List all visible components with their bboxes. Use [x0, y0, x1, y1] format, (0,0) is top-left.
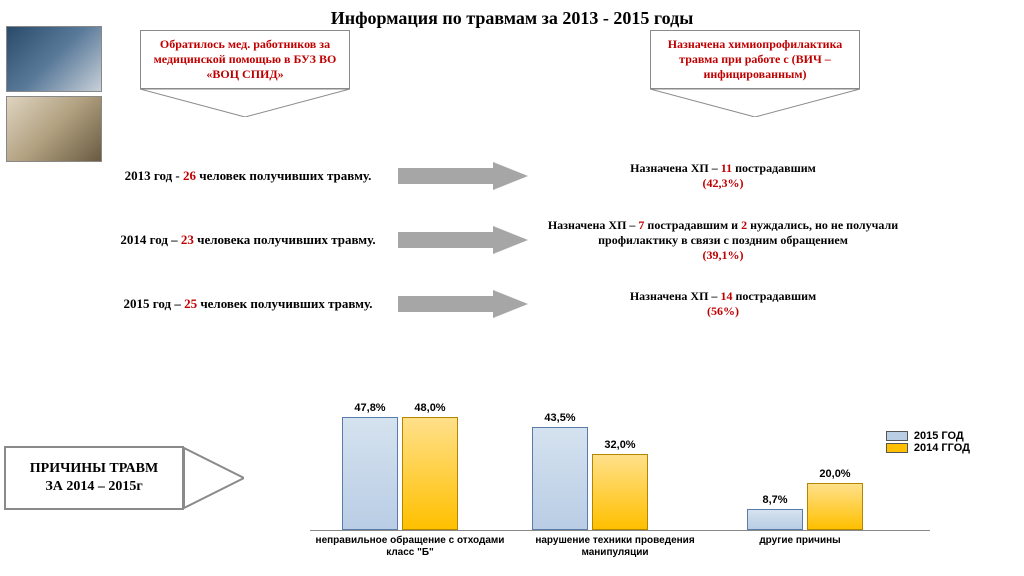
bar-value-label: 43,5%	[544, 412, 575, 424]
legend-swatch	[886, 443, 908, 453]
page-title: Информация по травмам за 2013 - 2015 год…	[0, 0, 1024, 29]
row-right-text: Назначена ХП – 7 пострадавшим и 2 нуждал…	[538, 218, 908, 263]
right-arrow-icon	[388, 226, 538, 254]
bar-value-label: 48,0%	[414, 402, 445, 414]
row-right-text: Назначена ХП – 14 пострадавшим(56%)	[538, 289, 908, 319]
legend-swatch	[886, 431, 908, 441]
down-arrow-icon	[140, 89, 350, 117]
legend-label: 2015 ГОД	[914, 430, 964, 442]
category-label: нарушение техники проведения манипуляции	[510, 531, 720, 559]
year-row: 2014 год – 23 человека получивших травму…	[108, 212, 1008, 268]
bar-value-label: 47,8%	[354, 402, 385, 414]
bar-2015: 47,8%	[342, 417, 398, 530]
causes-title: ПРИЧИНЫ ТРАВМ ЗА 2014 – 2015г	[4, 446, 184, 510]
row-left-text: 2014 год – 23 человека получивших травму…	[108, 232, 388, 248]
right-arrow-icon	[184, 438, 244, 518]
causes-arrow: ПРИЧИНЫ ТРАВМ ЗА 2014 – 2015г	[4, 438, 244, 518]
year-row: 2013 год - 26 человек получивших травму.…	[108, 148, 1008, 204]
legend-label: 2014 ГГОД	[914, 442, 970, 454]
banner-right-text: Назначена химиопрофилактика травма при р…	[650, 30, 860, 89]
bar-2014: 32,0%	[592, 454, 648, 530]
bar-group: 43,5%32,0%	[520, 427, 660, 530]
banner-left: Обратилось мед. работников за медицинско…	[140, 30, 350, 117]
row-left-text: 2015 год – 25 человек получивших травму.	[108, 296, 388, 312]
surgery-image	[6, 26, 102, 92]
bar-group: 47,8%48,0%	[330, 417, 470, 530]
chart-legend: 2015 ГОД2014 ГГОД	[886, 430, 970, 454]
row-right-text: Назначена ХП – 11 пострадавшим(42,3%)	[538, 161, 908, 191]
right-arrow-icon	[388, 290, 538, 318]
legend-item: 2015 ГОД	[886, 430, 970, 442]
bar-2014: 20,0%	[807, 483, 863, 530]
category-label: неправильное обращение с отходами класс …	[310, 531, 510, 559]
year-row: 2015 год – 25 человек получивших травму.…	[108, 276, 1008, 332]
bar-value-label: 8,7%	[762, 494, 787, 506]
row-left-text: 2013 год - 26 человек получивших травму.	[108, 168, 388, 184]
bar-group: 8,7%20,0%	[735, 483, 875, 530]
bar-2015: 8,7%	[747, 509, 803, 530]
bar-value-label: 20,0%	[819, 468, 850, 480]
side-images	[6, 26, 102, 162]
right-arrow-icon	[388, 162, 538, 190]
causes-chart: 47,8%48,0%43,5%32,0%8,7%20,0% неправильн…	[300, 380, 1000, 570]
year-rows: 2013 год - 26 человек получивших травму.…	[108, 148, 1008, 340]
bar-2015: 43,5%	[532, 427, 588, 530]
syringe-image	[6, 96, 102, 162]
category-label: другие причины	[720, 531, 880, 559]
banner-left-text: Обратилось мед. работников за медицинско…	[140, 30, 350, 89]
legend-item: 2014 ГГОД	[886, 442, 970, 454]
banner-right: Назначена химиопрофилактика травма при р…	[650, 30, 860, 117]
bar-2014: 48,0%	[402, 417, 458, 530]
down-arrow-icon	[650, 89, 860, 117]
bar-value-label: 32,0%	[604, 439, 635, 451]
